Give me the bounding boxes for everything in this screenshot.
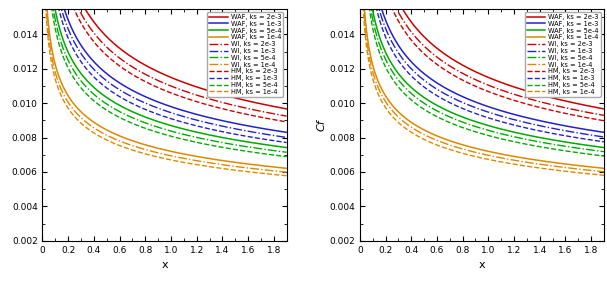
Legend: WAF, ks = 2e-3, WAF, ks = 1e-3, WAF, ks = 5e-4, WAF, ks = 1e-4, WI, ks = 2e-3, W: WAF, ks = 2e-3, WAF, ks = 1e-3, WAF, ks … <box>208 12 283 97</box>
X-axis label: x: x <box>161 260 168 270</box>
X-axis label: x: x <box>478 260 485 270</box>
Legend: WAF, ks = 2e-3, WAF, ks = 1e-3, WAF, ks = 5e-4, WAF, ks = 1e-4, WI, ks = 2e-3, W: WAF, ks = 2e-3, WAF, ks = 1e-3, WAF, ks … <box>524 12 601 97</box>
Y-axis label: Cf: Cf <box>316 119 327 130</box>
